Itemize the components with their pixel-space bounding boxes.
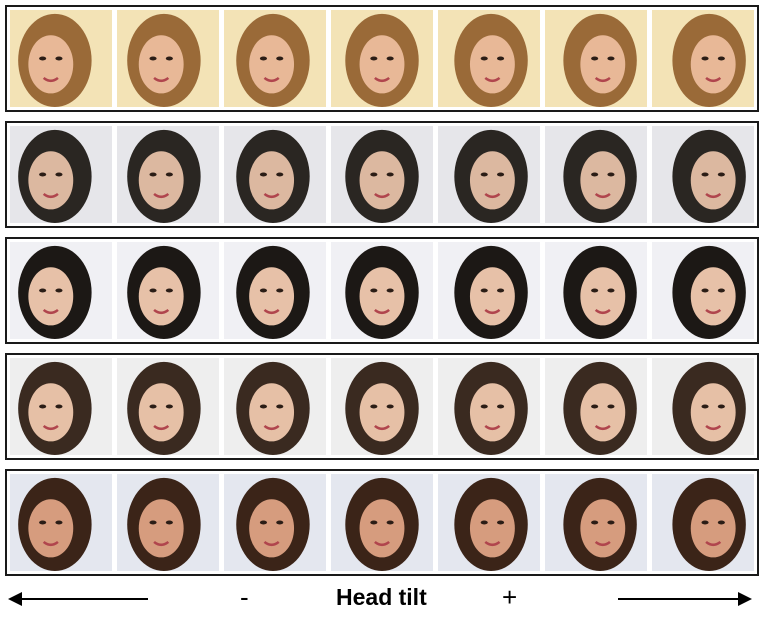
face-grid (5, 5, 759, 576)
face-image (331, 126, 433, 223)
face-row-4 (5, 353, 759, 460)
axis-title: Head tilt (336, 584, 427, 610)
plus-label: + (502, 582, 518, 612)
face-image (438, 126, 540, 223)
face-image (10, 474, 112, 571)
face-image (545, 474, 647, 571)
face-image (545, 126, 647, 223)
face-image (117, 474, 219, 571)
face-image (117, 358, 219, 455)
left-arrow-icon (8, 592, 148, 606)
face-image (438, 474, 540, 571)
face-image (117, 126, 219, 223)
face-image (117, 10, 219, 107)
face-image (224, 10, 326, 107)
face-image (545, 358, 647, 455)
right-arrow-icon (618, 592, 752, 606)
face-image (438, 10, 540, 107)
face-row-5 (5, 469, 759, 576)
face-image (652, 10, 754, 107)
face-image (117, 242, 219, 339)
face-image (224, 358, 326, 455)
face-image (224, 474, 326, 571)
face-image (224, 126, 326, 223)
face-image (331, 10, 433, 107)
face-image (10, 10, 112, 107)
face-image (10, 358, 112, 455)
face-image (10, 126, 112, 223)
head-tilt-axis: - Head tilt + (0, 580, 765, 620)
face-image (331, 242, 433, 339)
minus-label: - (240, 582, 249, 612)
face-row-3 (5, 237, 759, 344)
face-image (652, 358, 754, 455)
face-image (438, 358, 540, 455)
face-row-1 (5, 5, 759, 112)
face-image (224, 242, 326, 339)
face-image (652, 126, 754, 223)
face-image (438, 242, 540, 339)
face-image (331, 474, 433, 571)
face-image (545, 10, 647, 107)
face-row-2 (5, 121, 759, 228)
face-image (10, 242, 112, 339)
face-image (331, 358, 433, 455)
face-image (652, 242, 754, 339)
face-image (545, 242, 647, 339)
face-image (652, 474, 754, 571)
